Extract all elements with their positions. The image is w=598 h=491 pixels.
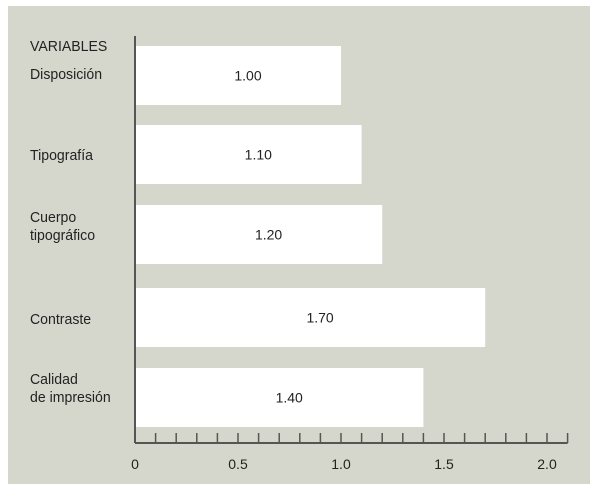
bar-1 — [135, 125, 362, 184]
x-tick-label: 0.5 — [228, 456, 248, 472]
x-tick-label: 2.0 — [537, 456, 557, 472]
category-label-calidad-de-impresion: Calidad de impresión — [30, 371, 111, 406]
bar-2 — [135, 205, 383, 264]
bar-0 — [135, 46, 341, 105]
header-label: VARIABLES — [30, 38, 108, 55]
bar-3 — [135, 288, 486, 347]
bar-4 — [135, 368, 424, 427]
bar-value-label-3: 1.70 — [306, 310, 333, 326]
x-tick-label: 1.5 — [434, 456, 454, 472]
chart-area: 1.00 1.10 1.20 1.70 1.40 0 0.5 1.0 1.5 2.0 VARIAB… — [8, 6, 590, 484]
x-tick-label: 0 — [131, 456, 139, 472]
bar-value-label-4: 1.40 — [276, 390, 303, 406]
bar-value-label-2: 1.20 — [255, 227, 282, 243]
bar-chart: 1.00 1.10 1.20 1.70 1.40 0 0.5 1.0 1.5 2.0 — [131, 36, 569, 472]
x-tick-label: 1.0 — [331, 456, 351, 472]
bar-value-label-0: 1.00 — [234, 68, 261, 84]
category-label-disposicion: Disposición — [30, 66, 103, 83]
category-label-tipografia: Tipografía — [30, 147, 93, 164]
bar-value-label-1: 1.10 — [245, 147, 272, 163]
category-label-contraste: Contraste — [30, 311, 92, 328]
category-label-cuerpo-tipografico: Cuerpo tipográfico — [30, 209, 96, 244]
